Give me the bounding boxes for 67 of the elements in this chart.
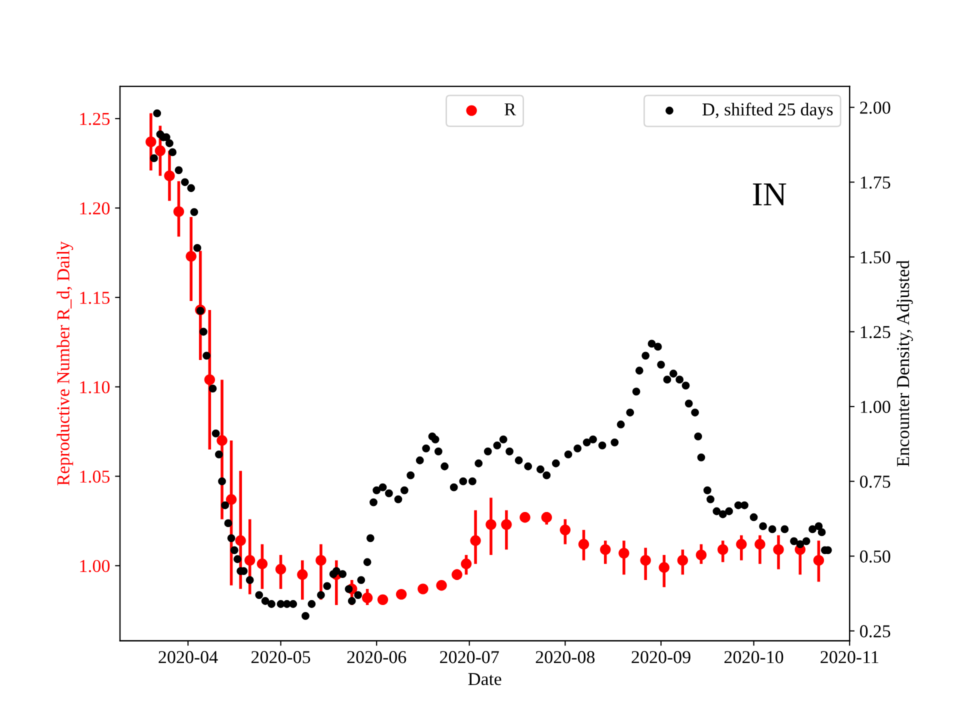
x-tick-label: 2020-05 [251,651,310,664]
point [658,562,670,573]
x-tick-label: 2020-08 [536,651,595,664]
y2-axis-title: Encounter Density, Adjusted [896,260,913,467]
x-tick-label: 2020-06 [347,651,406,664]
point [560,524,571,536]
point [696,550,707,560]
point [436,580,447,591]
legend-label: D, shifted 25 days [702,102,833,120]
x-tick-label: 2020-09 [632,651,690,664]
y2-tick-label: 0.75 [860,476,890,488]
y2-tick-label: 1.25 [860,326,890,338]
point [377,594,388,606]
y2-tick-label: 2.00 [860,102,890,114]
y-tick-label: 1.05 [80,470,110,483]
y2-tick-label: 0.25 [860,625,890,638]
point [316,554,326,566]
point [813,554,824,566]
point [460,558,472,570]
point [618,548,630,559]
y2-tick-label: 1.75 [860,176,890,189]
y-tick-label: 1.20 [80,202,110,215]
point [418,584,428,594]
point [754,538,766,550]
annotation: IN [752,183,786,206]
point [154,145,166,156]
x-tick-label: 2020-07 [440,651,499,664]
point [173,206,184,217]
point [186,250,196,262]
point [226,494,237,505]
point [736,538,747,550]
point [717,544,728,555]
point [362,592,373,604]
point [541,512,552,523]
point [256,558,268,570]
point [396,588,407,600]
point [640,554,651,566]
y2-tick-label: 0.50 [860,550,890,563]
x-axis-title: Date [468,673,502,686]
y-tick-label: 1.00 [80,560,110,572]
y-tick-label: 1.10 [80,381,110,394]
point [501,519,512,530]
point [578,538,590,550]
point [244,554,256,566]
point [235,535,246,546]
y2-tick-label: 1.00 [860,400,890,414]
x-tick-label: 2020-04 [158,651,218,664]
y-tick-label: 1.15 [80,292,110,304]
y-axis-title: Reproductive Number R_d, Daily [56,241,74,486]
point [164,170,175,182]
point [470,535,481,546]
x-tick-label: 2020-10 [724,651,784,664]
y2-tick-label: 1.50 [860,251,890,264]
x-tick-label: 2020-11 [820,651,878,664]
point [677,554,688,566]
point [773,544,784,555]
point [146,136,156,148]
point [275,564,286,575]
point [452,569,462,580]
point [216,435,228,446]
point [486,519,496,530]
y-tick-label: 1.25 [80,112,110,126]
point [520,512,530,523]
point [204,374,216,386]
point [297,569,308,580]
legend-label: R [504,103,516,116]
point [600,544,611,555]
